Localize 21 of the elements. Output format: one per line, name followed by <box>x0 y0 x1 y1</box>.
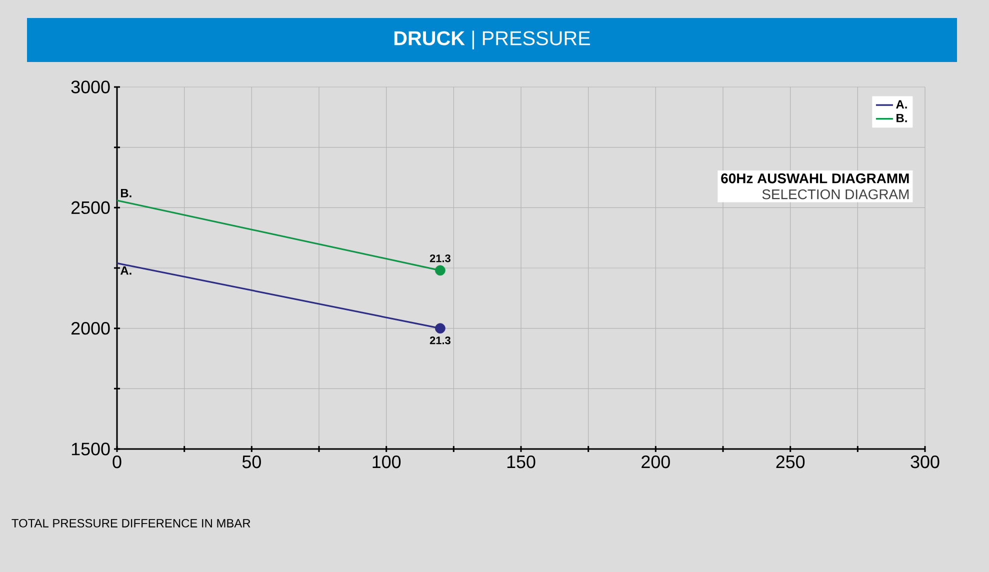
text: 60Hz AUSWAHL DIAGRAMM <box>721 173 909 184</box>
text: A. <box>120 266 132 275</box>
y-tick-label: 2000 <box>72 322 110 335</box>
x-tick-label: 100 <box>372 456 401 468</box>
x-tick-label: 150 <box>507 456 536 468</box>
chart-title: DRUCK | PRESSURE <box>394 30 590 50</box>
annotation: 21.3 <box>430 336 450 344</box>
x-tick-label: 200 <box>642 456 670 468</box>
x-tick-label: 50 <box>242 456 261 468</box>
annotation: SELECTION DIAGRAM <box>762 189 909 200</box>
legend-label: A. <box>896 100 907 108</box>
y-tick-label: 1500 <box>72 442 110 456</box>
text: B. <box>120 189 132 198</box>
y-tick-label: 2500 <box>72 201 110 214</box>
annotation: 21.3 <box>430 254 450 262</box>
x-tick-label: 250 <box>776 456 805 468</box>
x-axis-title: TOTAL PRESSURE DIFFERENCE IN MBAR <box>12 518 250 528</box>
x-tick-label: 0 <box>112 456 122 468</box>
y-tick-label: 3000 <box>71 80 110 94</box>
legend-label: B. <box>896 114 907 122</box>
x-tick-label: 300 <box>910 456 940 468</box>
